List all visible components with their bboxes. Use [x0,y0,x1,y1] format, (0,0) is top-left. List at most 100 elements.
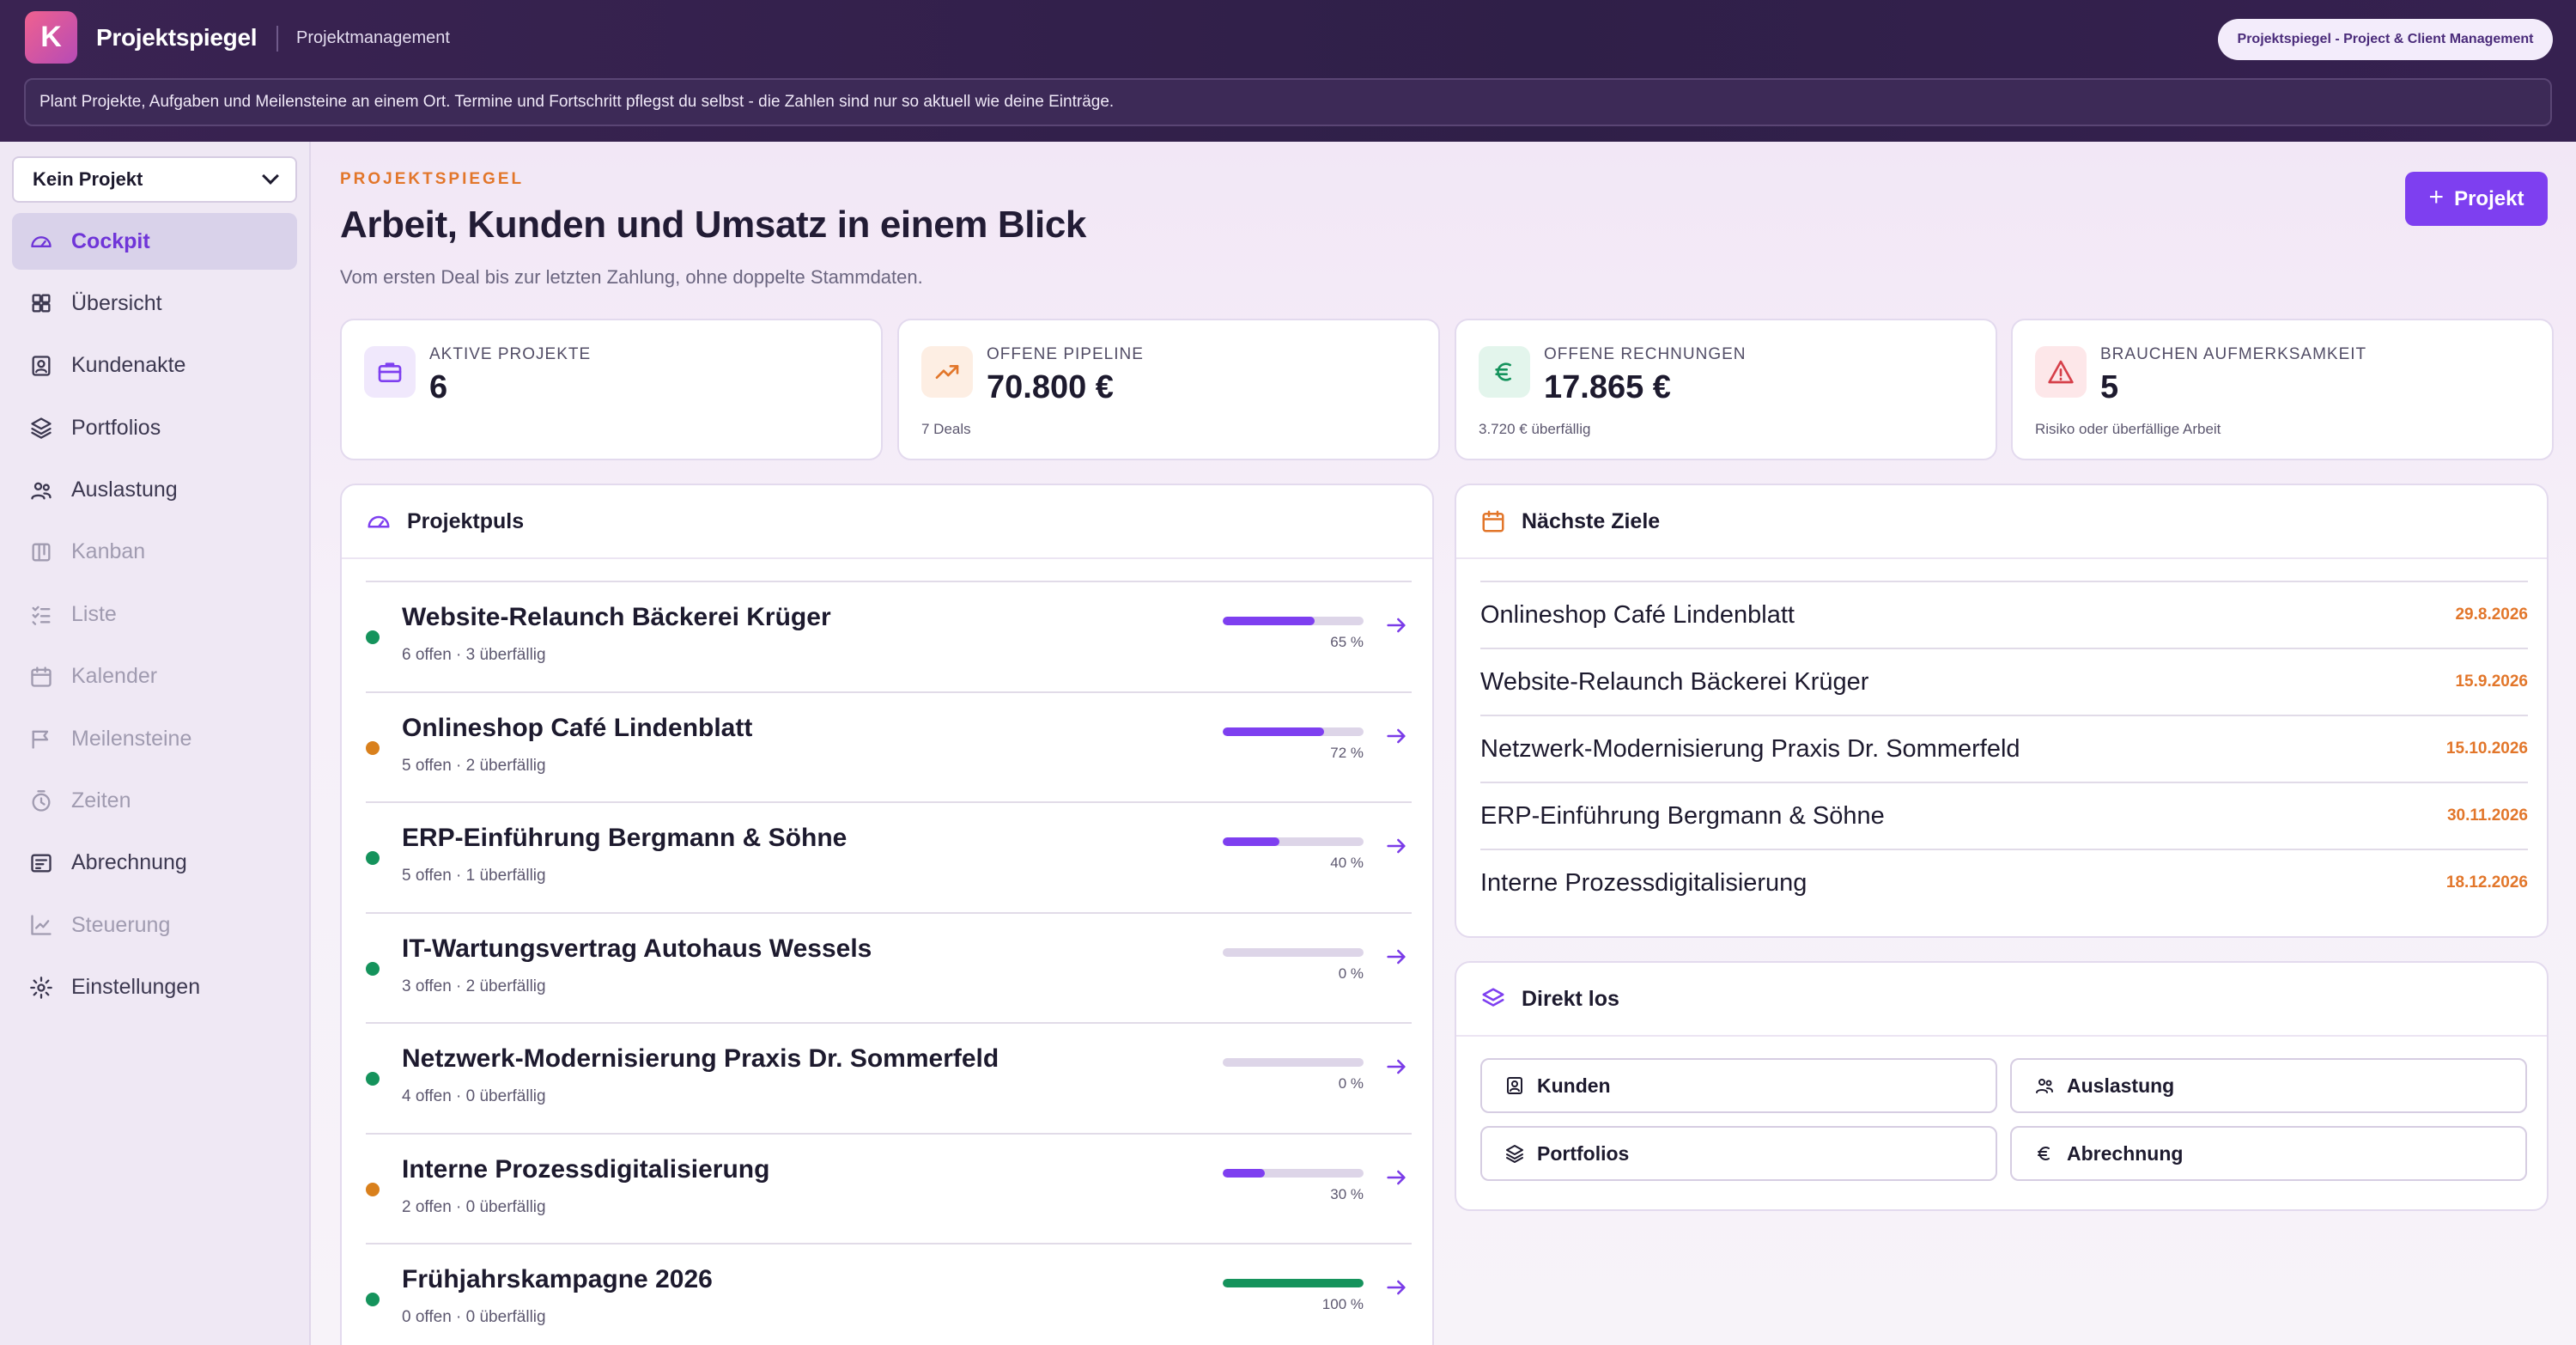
layers-icon [1506,1145,1523,1163]
stat-label: OFFENE PIPELINE [987,345,1144,363]
sidebar-item-abrechnung[interactable]: Abrechnung [12,835,297,892]
sidebar-item-meilensteine[interactable]: Meilensteine [12,710,297,767]
calendar-icon [28,664,54,690]
page-kicker: PROJEKTSPIEGEL [340,170,525,188]
sidebar-item-label: Abrechnung [71,850,187,875]
arrow-right-icon[interactable] [1384,1165,1408,1190]
project-pulse-title: Projektpuls [407,508,525,533]
project-name[interactable]: Netzwerk-Modernisierung Praxis Dr. Somme… [402,1044,999,1073]
milestone-icon [28,726,54,752]
stat-card: AKTIVE PROJEKTE 6 [340,319,883,460]
arrow-right-icon[interactable] [1384,1055,1408,1079]
sidebar-item-auslastung[interactable]: Auslastung [12,462,297,519]
sidebar-item-übersicht[interactable]: Übersicht [12,275,297,332]
sidebar-item-liste[interactable]: Liste [12,586,297,642]
table-row[interactable]: Website-Relaunch Bäckerei Krüger 6 offen … [366,581,1412,691]
quick-auslastung-button[interactable]: Auslastung [2010,1058,2527,1113]
sidebar-item-portfolios[interactable]: Portfolios [12,399,297,456]
stat-label: BRAUCHEN AUFMERKSAMKEIT [2100,345,2367,363]
sidebar-item-label: Einstellungen [71,975,201,1000]
contact-card-icon [1507,1077,1522,1094]
next-goals-panel: Nächste Ziele Onlineshop Café Lindenblat… [1455,484,2549,938]
users-icon [28,478,54,503]
sidebar-item-label: Cockpit [71,228,150,253]
list-item[interactable]: Website-Relaunch Bäckerei Krüger 15.9.202… [1480,648,2528,715]
arrow-right-icon[interactable] [1384,945,1408,969]
sidebar-item-kanban[interactable]: Kanban [12,524,297,581]
arrow-right-icon[interactable] [1384,834,1408,858]
stat-note: 7 Deals [921,421,971,437]
list-item[interactable]: Interne Prozessdigitalisierung 18.12.2026 [1480,849,2528,916]
chevron-down-icon [262,167,279,185]
table-row[interactable]: ERP-Einführung Bergmann & Söhne 5 offen ·… [366,801,1412,912]
list-item[interactable]: Netzwerk-Modernisierung Praxis Dr. Somme… [1480,715,2528,782]
progress-bar [1223,617,1364,625]
contact-card-icon [28,353,54,379]
arrow-right-icon[interactable] [1384,1275,1408,1299]
stat-label: AKTIVE PROJEKTE [429,345,592,363]
arrow-right-icon[interactable] [1384,724,1408,748]
sidebar-item-kalender[interactable]: Kalender [12,648,297,705]
progress-bar [1223,947,1364,957]
users-icon [2036,1079,2053,1093]
quick-actions-panel: Direkt los Kunden Auslastung Portfolios Abr… [1455,961,2549,1211]
euro-icon [1479,346,1530,398]
trend-chart-icon [28,912,54,938]
sidebar-item-zeiten[interactable]: Zeiten [12,773,297,830]
goal-project-name: Interne Prozessdigitalisierung [1480,868,1807,897]
sidebar-item-label: Auslastung [71,478,178,502]
project-name[interactable]: Website-Relaunch Bäckerei Krüger [402,603,831,631]
layers-icon [28,415,54,441]
app-badge[interactable]: Projektspiegel - Project & Client Manage… [2218,19,2553,60]
quick-portfolios-button[interactable]: Portfolios [1480,1126,1997,1181]
table-row[interactable]: Onlineshop Café Lindenblatt 5 offen · 2 ü… [366,691,1412,802]
quick-abrechnung-button[interactable]: Abrechnung [2010,1126,2527,1181]
sidebar-item-steuerung[interactable]: Steuerung [12,897,297,953]
add-project-button[interactable]: + Projekt [2405,172,2548,226]
status-dot [366,630,380,644]
quick-kunden-button[interactable]: Kunden [1480,1058,1997,1113]
project-task-counts: 4 offen · 0 überfällig [402,1087,546,1105]
arrow-right-icon[interactable] [1384,613,1408,637]
table-row[interactable]: Frühjahrskampagne 2026 0 offen · 0 überfä… [366,1243,1412,1345]
sidebar-item-cockpit[interactable]: Cockpit [12,213,297,270]
app-subtitle: Projektmanagement [296,28,450,47]
progress-fill [1223,1168,1266,1178]
stat-value: 6 [429,369,448,405]
stopwatch-icon [28,788,54,814]
quick-actions-title: Direkt los [1522,986,1619,1011]
next-goals-list: Onlineshop Café Lindenblatt 29.8.2026 Webs… [1480,581,2528,916]
sidebar-nav: Cockpit Übersicht Kundenakte Portfolios Ausl… [12,213,297,1021]
table-row[interactable]: Interne Prozessdigitalisierung 2 offen · … [366,1132,1412,1244]
table-row[interactable]: IT-Wartungsvertrag Autohaus Wessels 3 off… [366,911,1412,1023]
gauge-icon [368,515,390,528]
list-item[interactable]: Onlineshop Café Lindenblatt 29.8.2026 [1480,581,2528,648]
list-item[interactable]: ERP-Einführung Bergmann & Söhne 30.11.202… [1480,782,2528,849]
app-logo[interactable]: K [25,11,77,64]
progress-percent: 40 % [1330,855,1364,871]
sidebar-item-einstellungen[interactable]: Einstellungen [12,959,297,1016]
project-name[interactable]: Interne Prozessdigitalisierung [402,1154,770,1184]
project-name[interactable]: ERP-Einführung Bergmann & Söhne [402,824,848,852]
progress-bar [1223,1058,1364,1067]
plus-icon: + [2428,182,2445,211]
stat-card: OFFENE PIPELINE 70.800 € 7 Deals [897,319,1440,460]
page-title: Arbeit, Kunden und Umsatz in einem Blick [340,204,1087,246]
grid-icon [28,290,54,316]
stat-value: 5 [2100,369,2119,405]
project-pulse-header: Projektpuls [342,485,1432,559]
project-pulse-panel: Projektpuls Website-Relaunch Bäckerei Kr… [340,484,1434,1345]
project-name[interactable]: IT-Wartungsvertrag Autohaus Wessels [402,934,872,963]
sidebar-item-kundenakte[interactable]: Kundenakte [12,338,297,394]
stat-note: Risiko oder überfällige Arbeit [2035,421,2221,437]
project-task-counts: 5 offen · 1 überfällig [402,867,546,885]
sidebar-item-label: Kanban [71,539,146,564]
project-name[interactable]: Onlineshop Café Lindenblatt [402,713,753,742]
project-name[interactable]: Frühjahrskampagne 2026 [402,1265,713,1293]
progress-fill [1223,727,1325,736]
project-select[interactable]: Kein Projekt [12,156,297,203]
progress-bar [1223,1279,1364,1287]
invoice-icon [28,850,54,876]
goal-due-date: 18.12.2026 [2445,873,2528,892]
table-row[interactable]: Netzwerk-Modernisierung Praxis Dr. Somme… [366,1022,1412,1133]
